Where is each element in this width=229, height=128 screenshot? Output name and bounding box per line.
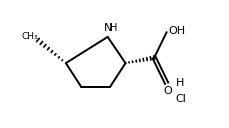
Text: OH: OH — [168, 26, 185, 36]
Text: O: O — [163, 86, 172, 96]
Text: Cl: Cl — [175, 94, 186, 104]
Text: H: H — [176, 78, 185, 88]
Text: CH₃: CH₃ — [21, 32, 38, 41]
Text: N: N — [104, 23, 112, 33]
Text: H: H — [110, 23, 117, 33]
